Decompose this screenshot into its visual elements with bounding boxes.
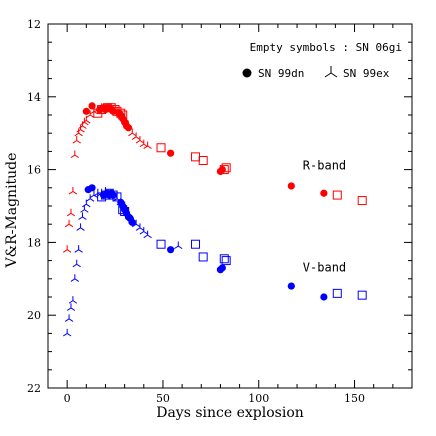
point-sn99dn-r — [287, 182, 295, 190]
legend: Empty symbols : SN 06gi SN 99dn SN 99ex — [242, 41, 402, 80]
point-sn99ex-v — [78, 212, 87, 220]
y-tick-label: 14 — [27, 91, 41, 104]
x-tick-label: 0 — [64, 392, 71, 405]
legend-marker-tripod — [324, 66, 338, 78]
point-sn99dn-r — [82, 107, 90, 115]
point-sn99ex-v — [72, 259, 81, 268]
point-sn06gi-r — [219, 165, 229, 175]
point-sn99dn-v — [88, 184, 96, 192]
point-sn06gi-v — [332, 288, 342, 298]
point-sn99ex-r — [143, 141, 152, 149]
point-sn99dn-v — [320, 293, 328, 301]
point-sn99ex-r — [68, 186, 78, 195]
point-sn99ex-v — [66, 303, 76, 311]
point-sn99ex-v — [135, 223, 145, 231]
point-sn99ex-r — [135, 135, 145, 144]
point-sn06gi-r — [116, 108, 126, 118]
point-sn06gi-v — [156, 239, 166, 249]
point-sn99ex-v — [112, 194, 122, 202]
y-tick-label: 18 — [27, 236, 41, 249]
r-band-annotation: R-band — [303, 159, 346, 173]
point-sn06gi-r — [191, 152, 201, 162]
legend-header: Empty symbols : SN 06gi — [250, 41, 402, 54]
legend-marker-filled-circle — [242, 68, 252, 78]
x-tick-label: 50 — [156, 392, 170, 405]
point-sn99ex-v — [174, 241, 183, 250]
point-sn99ex-v — [108, 190, 118, 199]
point-sn06gi-r — [118, 110, 128, 120]
point-sn99ex-v — [62, 328, 72, 337]
point-sn99dn-r — [320, 189, 328, 197]
y-axis-label: V&R-Magnitude — [4, 153, 20, 269]
point-sn99dn-v — [167, 246, 175, 254]
point-sn99ex-v — [128, 216, 137, 224]
point-sn99ex-r — [66, 208, 76, 217]
point-sn99ex-v — [68, 296, 78, 304]
point-sn99ex-r — [128, 128, 137, 137]
y-tick-label: 20 — [27, 309, 41, 322]
point-sn99ex-r — [64, 219, 74, 228]
y-tick-label: 22 — [27, 382, 41, 395]
point-sn06gi-r — [357, 196, 367, 206]
y-axis-ticks: 12 14 16 18 20 22 — [27, 18, 412, 395]
point-sn06gi-v — [118, 205, 128, 215]
point-sn06gi-r — [156, 143, 166, 153]
point-sn99ex-v — [124, 208, 133, 217]
y-tick-label: 16 — [27, 164, 41, 177]
point-sn06gi-r — [221, 163, 231, 173]
v-band-annotation: V-band — [303, 261, 346, 275]
point-sn99ex-r — [116, 110, 125, 119]
point-sn06gi-r — [332, 190, 342, 200]
point-sn99dn-v — [218, 264, 226, 272]
point-sn99ex-v — [76, 223, 85, 231]
point-sn99ex-v — [131, 219, 141, 228]
legend-entry-sn99dn: SN 99dn — [258, 67, 304, 80]
point-sn06gi-v — [219, 254, 229, 264]
point-sn99ex-v — [101, 186, 110, 195]
x-axis-label: Days since explosion — [156, 405, 304, 421]
point-sn99ex-r — [82, 115, 91, 124]
point-sn06gi-v — [191, 239, 201, 249]
point-sn99ex-v — [80, 205, 89, 213]
point-sn99ex-r — [85, 110, 95, 119]
point-sn99ex-v — [74, 245, 83, 253]
v-band-marks — [62, 184, 367, 337]
point-sn99ex-v — [85, 194, 95, 202]
point-sn99ex-r — [112, 106, 122, 115]
legend-entry-sn99ex: SN 99ex — [343, 67, 390, 80]
point-sn99ex-r — [131, 132, 141, 140]
point-sn99ex-v — [120, 201, 129, 210]
x-tick-label: 150 — [344, 392, 365, 405]
point-sn06gi-r — [198, 156, 208, 165]
point-sn99ex-r — [70, 150, 79, 159]
x-tick-label: 100 — [248, 392, 269, 405]
r-band-marks — [62, 102, 367, 253]
point-sn99ex-r — [124, 121, 133, 129]
point-sn99ex-v — [116, 197, 125, 206]
point-sn99dn-v — [128, 218, 136, 226]
point-sn99dn-r — [167, 149, 175, 157]
point-sn06gi-v — [221, 256, 231, 266]
y-tick-label: 12 — [27, 18, 41, 31]
point-sn99dn-r — [124, 124, 133, 132]
point-sn06gi-v — [112, 192, 122, 202]
point-sn99ex-r — [120, 114, 129, 122]
point-sn99ex-r — [101, 103, 110, 111]
point-sn99dn-r — [88, 102, 96, 110]
point-sn99ex-r — [62, 245, 72, 253]
point-sn99ex-v — [82, 199, 91, 208]
point-sn99ex-v — [70, 274, 79, 282]
point-sn99dn-v — [287, 282, 295, 290]
point-sn06gi-v — [198, 252, 208, 262]
point-sn99ex-v — [64, 314, 74, 322]
point-sn99ex-v — [143, 230, 152, 239]
point-sn99ex-v — [139, 226, 148, 235]
x-axis-ticks: 0 50 100 150 — [47, 24, 413, 405]
point-sn06gi-v — [357, 290, 367, 300]
point-sn99ex-r — [72, 135, 81, 144]
